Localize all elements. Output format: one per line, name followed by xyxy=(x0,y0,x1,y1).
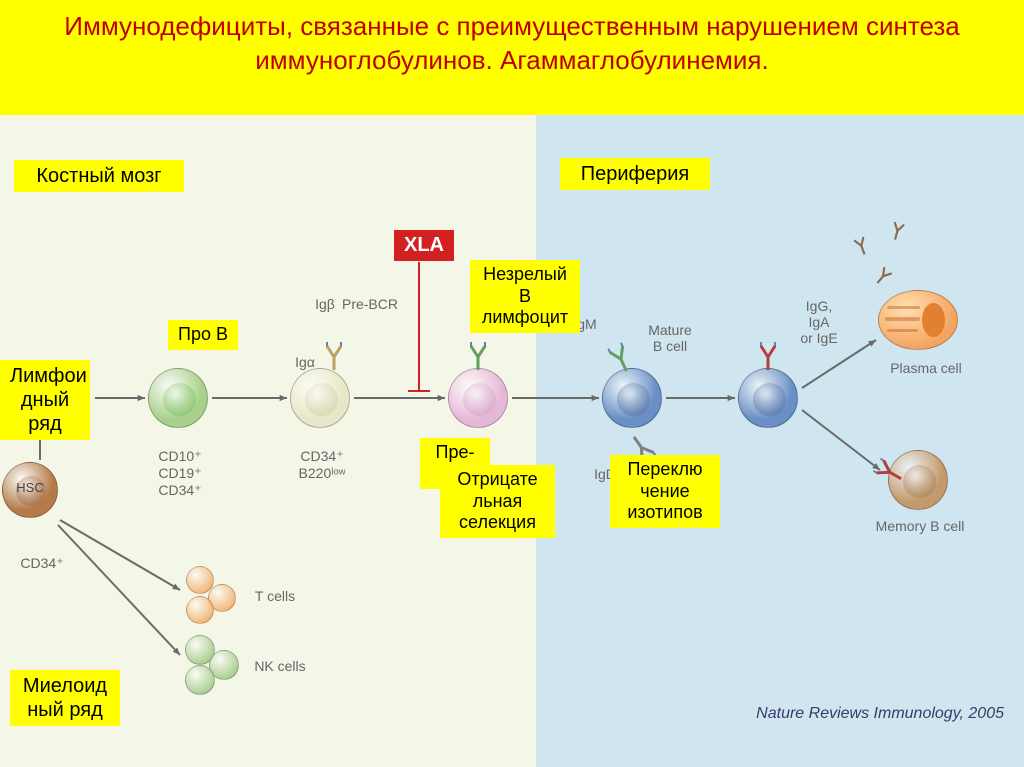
source-credit: Nature Reviews Immunology, 2005 xyxy=(756,705,1004,723)
receptor-igm xyxy=(466,342,490,377)
label-lymphoid-row: Лимфоидныйряд xyxy=(0,360,90,440)
caption-tcells: T cells xyxy=(250,588,300,604)
caption-cd34: CD34⁺ xyxy=(12,555,72,572)
label-periphery: Периферия xyxy=(560,158,710,190)
label-isotype-switch: Переключениеизотипов xyxy=(610,455,720,528)
caption-memory-b: Memory B cell xyxy=(870,518,970,534)
cell-plasma xyxy=(878,290,958,350)
caption-ig-beta: Igβ xyxy=(310,296,340,312)
xla-marker: XLA xyxy=(394,230,454,261)
label-negative-selection: Отрицательнаяселекция xyxy=(440,465,555,538)
caption-pro-b-markers: CD10⁺CD19⁺CD34⁺ xyxy=(150,448,210,499)
caption-pre-bcr: Pre-BCR xyxy=(340,296,400,312)
label-bone-marrow: Костный мозг xyxy=(14,160,184,192)
xla-inhibit-line xyxy=(418,262,420,390)
caption-mature-b: MatureB cell xyxy=(640,322,700,354)
cell-pro-b xyxy=(148,368,208,428)
caption-ig-switch: IgG,IgAor IgE xyxy=(794,298,844,346)
slide-title: Иммунодефициты, связанные с преимуществе… xyxy=(0,0,1024,115)
cell-mature-b xyxy=(602,368,662,428)
xla-inhibit-bar xyxy=(408,390,430,392)
label-pro-b: Про В xyxy=(168,320,238,350)
caption-plasma-cell: Plasma cell xyxy=(886,360,966,376)
receptor-pre-bcr xyxy=(322,342,346,377)
cell-immature-b xyxy=(448,368,508,428)
caption-ig-alpha: Igα xyxy=(290,354,320,370)
caption-nkcells: NK cells xyxy=(250,658,310,674)
cell-switched-b xyxy=(738,368,798,428)
cell-tcell xyxy=(186,596,214,624)
cell-pre-b xyxy=(290,368,350,428)
label-immature-b: НезрелыйВлимфоцит xyxy=(470,260,580,333)
cell-nkcell xyxy=(185,665,215,695)
caption-pre-b-markers: CD34⁺B220ˡᵒʷ xyxy=(292,448,352,481)
label-myeloid-row: Миелоидный ряд xyxy=(10,670,120,726)
receptor-ig-switched xyxy=(756,342,780,377)
cell-hsc: HSC xyxy=(2,462,58,518)
